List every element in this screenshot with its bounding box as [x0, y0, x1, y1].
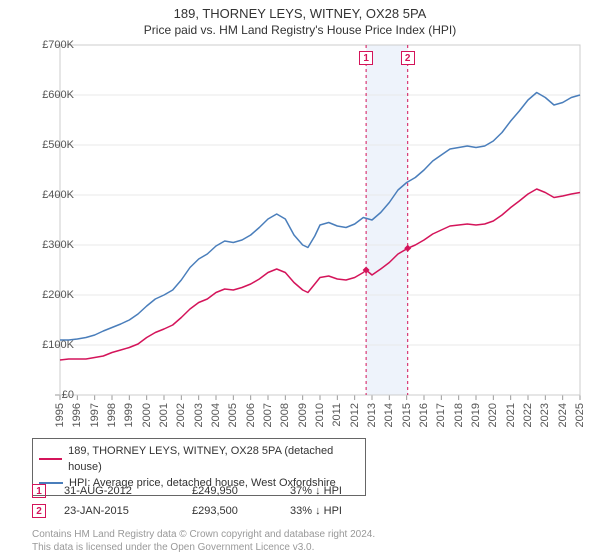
sale-row-marker: 1	[32, 484, 46, 498]
footnote-line2: This data is licensed under the Open Gov…	[32, 541, 314, 554]
x-tick-label: 1996	[71, 403, 83, 427]
plot-svg	[60, 45, 580, 395]
sale-row: 1 31-AUG-2012 £249,950 37% ↓ HPI	[32, 484, 370, 498]
y-tick-label: £300K	[24, 239, 74, 251]
legend-label: 189, THORNEY LEYS, WITNEY, OX28 5PA (det…	[68, 443, 359, 475]
legend-swatch	[39, 458, 62, 460]
sale-marker-chart: 2	[401, 51, 415, 65]
x-tick-label: 2010	[314, 403, 326, 427]
x-tick-label: 1995	[54, 403, 66, 427]
sale-row-marker: 2	[32, 504, 46, 518]
x-tick-label: 2000	[141, 403, 153, 427]
x-tick-label: 2023	[539, 403, 551, 427]
sale-row-price: £293,500	[192, 505, 272, 517]
footnote-line1: Contains HM Land Registry data © Crown c…	[32, 528, 375, 541]
sale-row-date: 31-AUG-2012	[64, 485, 174, 497]
x-tick-label: 2022	[522, 403, 534, 427]
x-tick-label: 2001	[158, 403, 170, 427]
sale-row-price: £249,950	[192, 485, 272, 497]
x-tick-label: 2002	[175, 403, 187, 427]
x-tick-label: 1997	[89, 403, 101, 427]
x-tick-label: 2011	[331, 403, 343, 427]
x-tick-label: 1998	[106, 403, 118, 427]
y-tick-label: £700K	[24, 39, 74, 51]
x-tick-label: 2016	[418, 403, 430, 427]
sale-row-hpi: 33% ↓ HPI	[290, 505, 370, 517]
x-tick-label: 2017	[435, 403, 447, 427]
x-tick-label: 2012	[349, 403, 361, 427]
x-tick-label: 2019	[470, 403, 482, 427]
x-tick-label: 2018	[453, 403, 465, 427]
x-tick-label: 2009	[297, 403, 309, 427]
legend-item: 189, THORNEY LEYS, WITNEY, OX28 5PA (det…	[39, 443, 359, 475]
x-tick-label: 2004	[210, 403, 222, 427]
x-tick-label: 2020	[487, 403, 499, 427]
x-tick-label: 2007	[262, 403, 274, 427]
y-tick-label: £200K	[24, 289, 74, 301]
chart-title: 189, THORNEY LEYS, WITNEY, OX28 5PA	[0, 0, 600, 21]
x-tick-label: 2024	[557, 403, 569, 427]
y-tick-label: £0	[24, 389, 74, 401]
x-tick-label: 2015	[401, 403, 413, 427]
x-tick-label: 2003	[193, 403, 205, 427]
y-tick-label: £600K	[24, 89, 74, 101]
chart-area: 12	[60, 45, 580, 395]
y-tick-label: £400K	[24, 189, 74, 201]
x-tick-label: 2014	[383, 403, 395, 427]
x-tick-label: 1999	[123, 403, 135, 427]
x-tick-label: 2005	[227, 403, 239, 427]
sale-row-date: 23-JAN-2015	[64, 505, 174, 517]
x-tick-label: 2008	[279, 403, 291, 427]
sale-row: 2 23-JAN-2015 £293,500 33% ↓ HPI	[32, 504, 370, 518]
chart-subtitle: Price paid vs. HM Land Registry's House …	[0, 21, 600, 37]
y-tick-label: £500K	[24, 139, 74, 151]
x-tick-label: 2025	[574, 403, 586, 427]
x-tick-label: 2013	[366, 403, 378, 427]
sale-marker-chart: 1	[359, 51, 373, 65]
x-tick-label: 2006	[245, 403, 257, 427]
x-tick-label: 2021	[505, 403, 517, 427]
y-tick-label: £100K	[24, 339, 74, 351]
sale-row-hpi: 37% ↓ HPI	[290, 485, 370, 497]
